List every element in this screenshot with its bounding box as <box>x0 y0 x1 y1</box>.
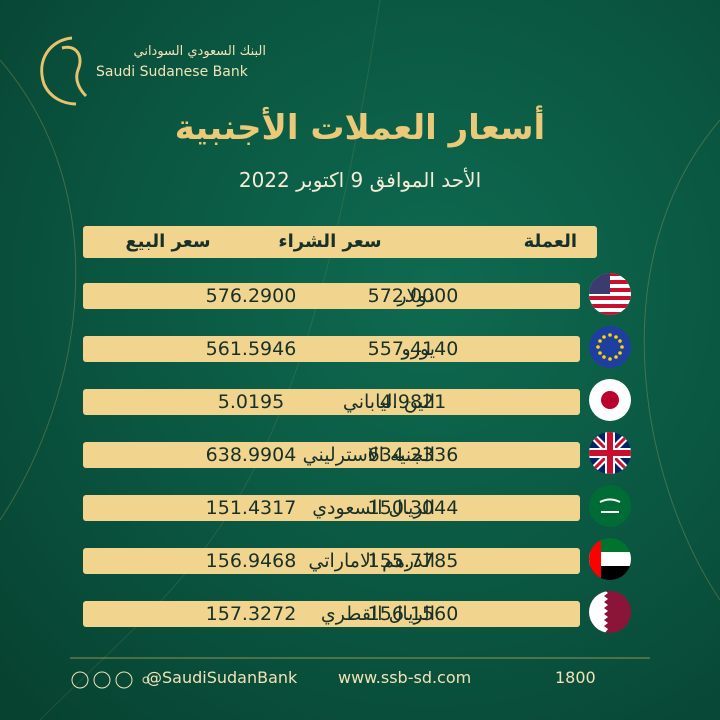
table-row: دولار 572.0000 576.2900 <box>83 283 580 309</box>
sell-rate: 638.9904 <box>205 444 297 466</box>
buy-rate: 156.1560 <box>367 603 459 625</box>
flags <box>589 273 631 633</box>
sell-rate: 5.0195 <box>217 391 285 413</box>
currency-name: الريال القطري <box>320 603 435 625</box>
buy-rate: 572.0000 <box>367 285 459 307</box>
date: الأحد الموافق 9 اكتوبر 2022 <box>238 168 482 192</box>
currency-name: الين الياباني <box>342 391 435 413</box>
table-row: الريال السعودي 150.3044 151.4317 <box>83 495 580 521</box>
website[interactable]: www.ssb-sd.com <box>338 668 472 687</box>
flag-uae <box>589 538 631 580</box>
buy-rate: 155.7785 <box>367 550 459 572</box>
buy-rate: 557.4140 <box>367 338 459 360</box>
table-row: الين الياباني 4.9821 5.0195 <box>83 389 580 415</box>
flag-eu <box>589 326 631 368</box>
table-header: العملة سعر الشراء سعر البيع <box>83 226 597 258</box>
column-header: سعر البيع <box>125 231 211 252</box>
buy-rate: 4.9821 <box>379 391 447 413</box>
phone[interactable]: 1800 <box>555 668 596 687</box>
flag-saudi <box>589 485 631 527</box>
flag-qatar <box>589 591 631 633</box>
social-handle[interactable]: @SaudiSudanBank <box>146 668 298 687</box>
column-header: سعر الشراء <box>278 231 382 252</box>
social-icons <box>71 671 150 689</box>
title: أسعار العملات الأجنبية <box>174 108 546 148</box>
currency-name: الدرهم الاماراتي <box>308 550 435 572</box>
table-row: الريال القطري 156.1560 157.3272 <box>83 601 580 627</box>
table-row: الدرهم الاماراتي 155.7785 156.9468 <box>83 548 580 574</box>
table-row: يورو 557.4140 561.5946 <box>83 336 580 362</box>
currency-name: الريال السعودي <box>312 497 435 519</box>
sell-rate: 157.3272 <box>205 603 297 625</box>
sell-rate: 156.9468 <box>205 550 297 572</box>
bank-name-en: Saudi Sudanese Bank <box>96 64 248 80</box>
sell-rate: 151.4317 <box>205 497 297 519</box>
sell-rate: 561.5946 <box>205 338 297 360</box>
column-header: العملة <box>523 231 577 252</box>
buy-rate: 634.2336 <box>367 444 459 466</box>
buy-rate: 150.3044 <box>367 497 459 519</box>
currency-name: الجنيه الاسترليني <box>302 444 435 466</box>
bank-name-ar: البنك السعودي السوداني <box>133 44 266 59</box>
currency-name: يورو <box>401 338 435 360</box>
table-row: الجنيه الاسترليني 634.2336 638.9904 <box>83 442 580 468</box>
flag-japan <box>589 379 631 421</box>
currency-name: دولار <box>397 285 435 307</box>
flag-us <box>589 273 631 315</box>
flag-uk <box>589 432 631 474</box>
sell-rate: 576.2900 <box>205 285 297 307</box>
